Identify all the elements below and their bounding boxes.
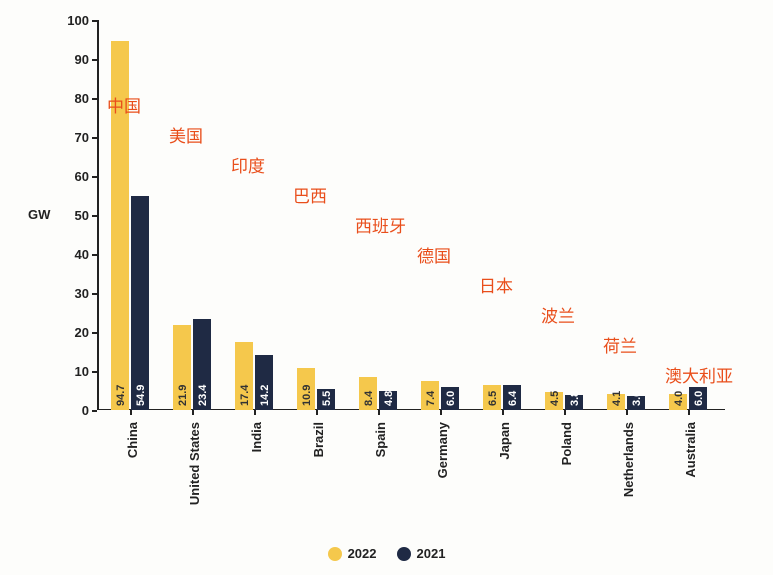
cn-overlay-label: 西班牙 bbox=[355, 212, 406, 237]
x-tick-label: Brazil bbox=[311, 422, 326, 542]
bar-value-label: 54.9 bbox=[135, 385, 147, 406]
x-tick-label: Spain bbox=[373, 422, 388, 542]
bar-value-label: 4.1 bbox=[611, 391, 623, 406]
x-tick-mark bbox=[502, 410, 504, 415]
cn-overlay-label: 澳大利亚 bbox=[665, 362, 733, 387]
x-tick-mark bbox=[130, 410, 132, 415]
legend-label: 2022 bbox=[348, 546, 377, 561]
bar-value-label: 7.4 bbox=[425, 391, 437, 406]
x-tick-label: Japan bbox=[497, 422, 512, 542]
x-tick-mark bbox=[688, 410, 690, 415]
cn-overlay-label: 德国 bbox=[417, 242, 451, 267]
bar-value-label: 3.8 bbox=[569, 391, 581, 406]
y-tick-label: 20 bbox=[59, 325, 89, 340]
bar-value-label: 6.0 bbox=[693, 391, 705, 406]
x-tick-mark bbox=[626, 410, 628, 415]
legend-item-s2022: 2022 bbox=[328, 546, 377, 561]
x-tick-label: United States bbox=[187, 422, 202, 542]
bar-value-label: 94.7 bbox=[115, 385, 127, 406]
y-tick-mark bbox=[92, 410, 97, 412]
chart-container: GW 0 10 20 30 40 50 60 70 80 90 100 94.7 54.9 21.9 23… bbox=[0, 0, 773, 575]
legend-swatch bbox=[328, 547, 342, 561]
x-tick-mark bbox=[192, 410, 194, 415]
bar-value-label: 6.0 bbox=[445, 391, 457, 406]
y-tick-label: 50 bbox=[59, 208, 89, 223]
y-axis-label: GW bbox=[28, 207, 50, 222]
bar-value-label: 4.0 bbox=[673, 391, 685, 406]
bar-value-label: 5.5 bbox=[321, 391, 333, 406]
x-tick-label: India bbox=[249, 422, 264, 542]
x-tick-label: Australia bbox=[683, 422, 698, 542]
bar-value-label: 10.9 bbox=[301, 385, 313, 406]
x-tick-mark bbox=[316, 410, 318, 415]
bar-value-label: 6.4 bbox=[507, 391, 519, 406]
bar-value-label: 21.9 bbox=[177, 385, 189, 406]
x-tick-mark bbox=[378, 410, 380, 415]
y-axis-line bbox=[97, 20, 99, 410]
x-tick-mark bbox=[564, 410, 566, 415]
bar-value-label: 14.2 bbox=[259, 385, 271, 406]
x-tick-mark bbox=[440, 410, 442, 415]
y-tick-label: 80 bbox=[59, 91, 89, 106]
y-tick-label: 40 bbox=[59, 247, 89, 262]
x-tick-label: China bbox=[125, 422, 140, 542]
y-tick-label: 70 bbox=[59, 130, 89, 145]
x-tick-label: Netherlands bbox=[621, 422, 636, 542]
cn-overlay-label: 美国 bbox=[169, 122, 203, 147]
bar-value-label: 23.4 bbox=[197, 385, 209, 406]
legend-swatch bbox=[397, 547, 411, 561]
bar-value-label: 4.8 bbox=[383, 391, 395, 406]
cn-overlay-label: 巴西 bbox=[293, 182, 327, 207]
bar-value-label: 3.6 bbox=[631, 391, 643, 406]
cn-overlay-label: 波兰 bbox=[541, 302, 575, 327]
cn-overlay-label: 印度 bbox=[231, 152, 265, 177]
x-tick-label: Poland bbox=[559, 422, 574, 542]
y-tick-label: 30 bbox=[59, 286, 89, 301]
bar-value-label: 8.4 bbox=[363, 391, 375, 406]
y-tick-label: 90 bbox=[59, 52, 89, 67]
cn-overlay-label: 日本 bbox=[479, 272, 513, 297]
bar-value-label: 4.5 bbox=[549, 391, 561, 406]
y-tick-label: 0 bbox=[59, 403, 89, 418]
y-tick-label: 100 bbox=[59, 13, 89, 28]
y-tick-label: 10 bbox=[59, 364, 89, 379]
y-tick-label: 60 bbox=[59, 169, 89, 184]
legend-item-s2021: 2021 bbox=[397, 546, 446, 561]
bar-s2021 bbox=[131, 196, 149, 410]
legend: 2022 2021 bbox=[0, 546, 773, 561]
cn-overlay-label: 中国 bbox=[107, 92, 141, 117]
bar-value-label: 6.5 bbox=[487, 391, 499, 406]
legend-label: 2021 bbox=[417, 546, 446, 561]
x-tick-label: Germany bbox=[435, 422, 450, 542]
bar-value-label: 17.4 bbox=[239, 385, 251, 406]
x-tick-mark bbox=[254, 410, 256, 415]
cn-overlay-label: 荷兰 bbox=[603, 332, 637, 357]
